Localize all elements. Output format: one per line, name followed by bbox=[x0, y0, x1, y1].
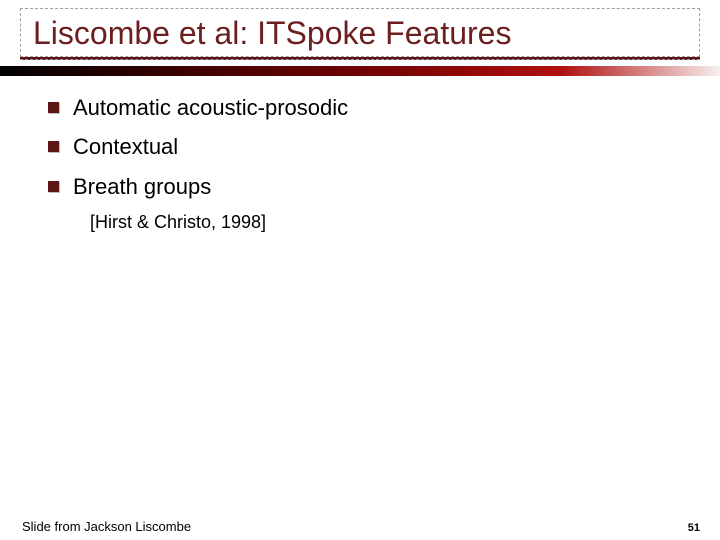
page-number: 51 bbox=[688, 522, 700, 534]
bullet-label: Breath groups bbox=[73, 173, 211, 201]
list-item: Contextual bbox=[48, 133, 680, 161]
square-bullet-icon bbox=[48, 181, 59, 192]
bullet-label: Automatic acoustic-prosodic bbox=[73, 94, 348, 122]
list-item: Automatic acoustic-prosodic bbox=[48, 94, 680, 122]
slide: Liscombe et al: ITSpoke Features Automat… bbox=[0, 8, 720, 540]
citation-text: [Hirst & Christo, 1998] bbox=[90, 212, 680, 233]
square-bullet-icon bbox=[48, 141, 59, 152]
footer-credit: Slide from Jackson Liscombe bbox=[22, 519, 191, 534]
divider-bar bbox=[0, 66, 720, 76]
title-box: Liscombe et al: ITSpoke Features bbox=[20, 8, 700, 57]
square-bullet-icon bbox=[48, 102, 59, 113]
bullet-label: Contextual bbox=[73, 133, 178, 161]
title-underline bbox=[20, 57, 700, 60]
slide-title: Liscombe et al: ITSpoke Features bbox=[33, 15, 687, 52]
content-area: Automatic acoustic-prosodic Contextual B… bbox=[0, 76, 720, 234]
list-item: Breath groups bbox=[48, 173, 680, 201]
